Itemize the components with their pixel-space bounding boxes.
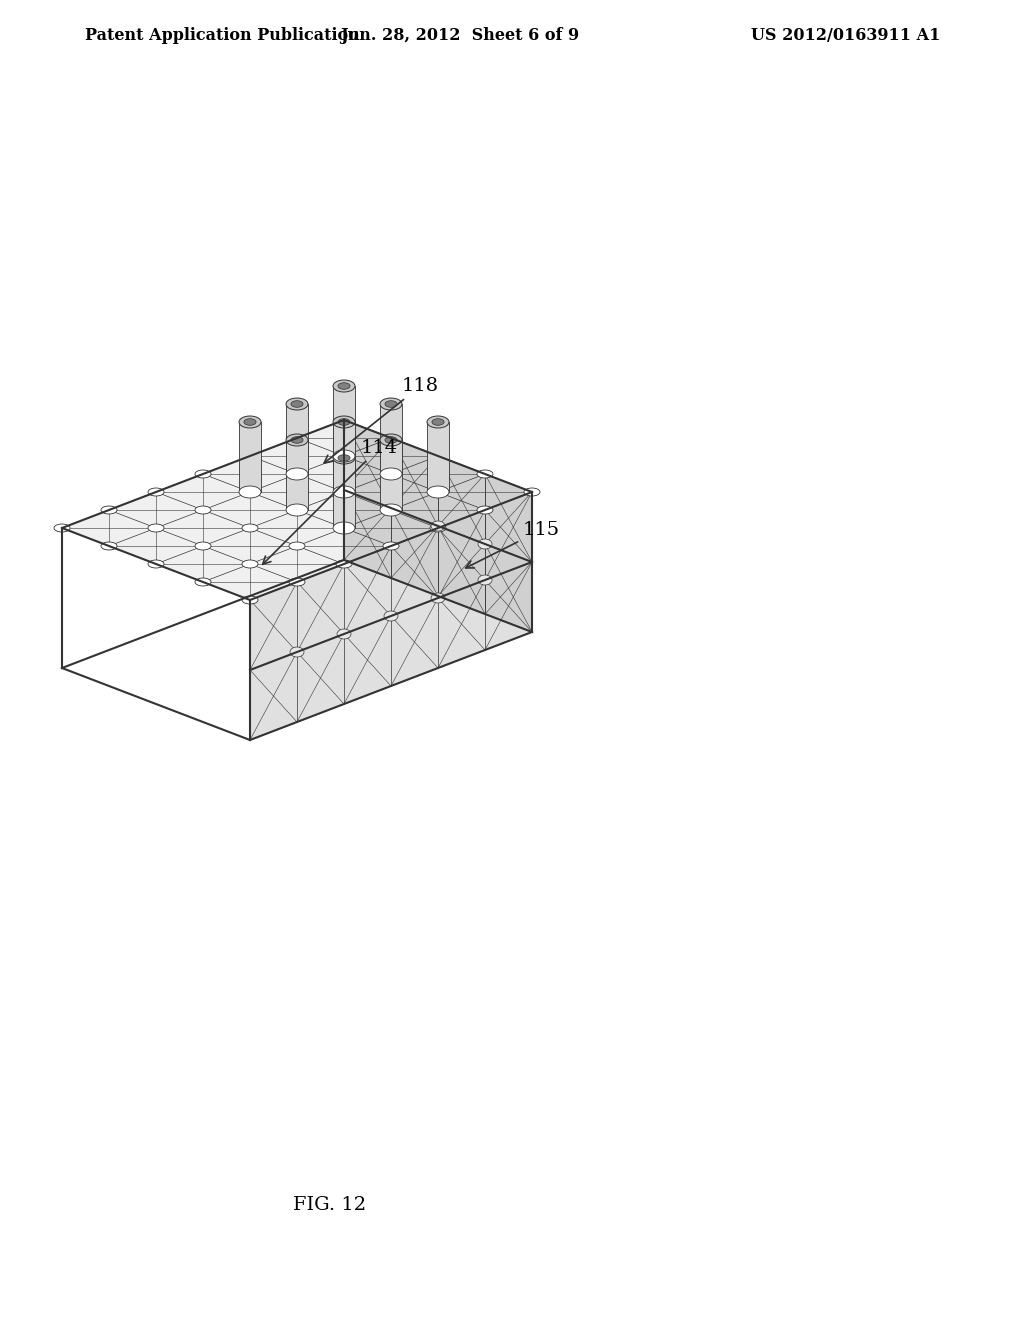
Ellipse shape — [242, 524, 258, 532]
Ellipse shape — [338, 383, 350, 389]
Ellipse shape — [383, 434, 399, 442]
Ellipse shape — [242, 560, 258, 568]
Ellipse shape — [477, 506, 493, 513]
Ellipse shape — [333, 416, 355, 428]
Ellipse shape — [291, 401, 303, 408]
Ellipse shape — [430, 488, 446, 496]
Ellipse shape — [286, 434, 308, 446]
Ellipse shape — [478, 539, 492, 549]
Ellipse shape — [380, 434, 402, 446]
Text: 118: 118 — [325, 378, 439, 463]
Ellipse shape — [195, 578, 211, 586]
Ellipse shape — [338, 454, 350, 461]
Ellipse shape — [380, 504, 402, 516]
Ellipse shape — [430, 451, 446, 459]
Ellipse shape — [239, 416, 261, 428]
Ellipse shape — [432, 418, 444, 425]
Ellipse shape — [478, 576, 492, 585]
Ellipse shape — [239, 486, 261, 498]
Ellipse shape — [291, 437, 303, 444]
Polygon shape — [286, 440, 308, 510]
Ellipse shape — [333, 380, 355, 392]
Ellipse shape — [380, 399, 402, 411]
Ellipse shape — [289, 506, 305, 513]
Ellipse shape — [385, 437, 397, 444]
Polygon shape — [333, 385, 355, 455]
Text: 114: 114 — [263, 438, 398, 565]
Text: Jun. 28, 2012  Sheet 6 of 9: Jun. 28, 2012 Sheet 6 of 9 — [340, 26, 580, 44]
Ellipse shape — [427, 416, 449, 428]
Polygon shape — [239, 422, 261, 492]
Polygon shape — [427, 422, 449, 492]
Ellipse shape — [336, 451, 352, 459]
Ellipse shape — [337, 630, 351, 639]
Ellipse shape — [333, 521, 355, 535]
Polygon shape — [286, 404, 308, 474]
Ellipse shape — [242, 488, 258, 496]
Polygon shape — [380, 404, 402, 474]
Ellipse shape — [336, 524, 352, 532]
Polygon shape — [344, 420, 532, 632]
Polygon shape — [250, 492, 532, 741]
Ellipse shape — [380, 469, 402, 480]
Ellipse shape — [333, 451, 355, 465]
Ellipse shape — [195, 506, 211, 513]
Ellipse shape — [286, 469, 308, 480]
Ellipse shape — [431, 593, 445, 603]
Polygon shape — [333, 458, 355, 528]
Ellipse shape — [477, 470, 493, 478]
Ellipse shape — [338, 418, 350, 425]
Ellipse shape — [333, 486, 355, 498]
Ellipse shape — [430, 524, 446, 532]
Ellipse shape — [385, 401, 397, 408]
Ellipse shape — [101, 543, 117, 550]
Ellipse shape — [336, 488, 352, 496]
Ellipse shape — [431, 521, 445, 531]
Ellipse shape — [524, 488, 540, 496]
Ellipse shape — [289, 578, 305, 586]
Ellipse shape — [289, 543, 305, 550]
Polygon shape — [333, 422, 355, 492]
Ellipse shape — [333, 450, 355, 462]
Ellipse shape — [242, 597, 258, 605]
Ellipse shape — [290, 647, 304, 657]
Text: US 2012/0163911 A1: US 2012/0163911 A1 — [751, 26, 940, 44]
Polygon shape — [62, 420, 532, 601]
Ellipse shape — [286, 399, 308, 411]
Ellipse shape — [336, 416, 352, 424]
Ellipse shape — [336, 560, 352, 568]
Ellipse shape — [244, 418, 256, 425]
Ellipse shape — [148, 560, 164, 568]
Ellipse shape — [195, 470, 211, 478]
Polygon shape — [380, 440, 402, 510]
Ellipse shape — [427, 486, 449, 498]
Ellipse shape — [101, 506, 117, 513]
Ellipse shape — [383, 506, 399, 513]
Ellipse shape — [148, 524, 164, 532]
Ellipse shape — [286, 504, 308, 516]
Text: Patent Application Publication: Patent Application Publication — [85, 26, 359, 44]
Ellipse shape — [148, 488, 164, 496]
Text: FIG. 12: FIG. 12 — [294, 1196, 367, 1214]
Ellipse shape — [383, 543, 399, 550]
Ellipse shape — [384, 503, 398, 513]
Ellipse shape — [384, 611, 398, 620]
Ellipse shape — [289, 470, 305, 478]
Ellipse shape — [195, 543, 211, 550]
Ellipse shape — [54, 524, 70, 532]
Text: 115: 115 — [466, 521, 560, 568]
Ellipse shape — [242, 451, 258, 459]
Ellipse shape — [383, 470, 399, 478]
Ellipse shape — [289, 434, 305, 442]
